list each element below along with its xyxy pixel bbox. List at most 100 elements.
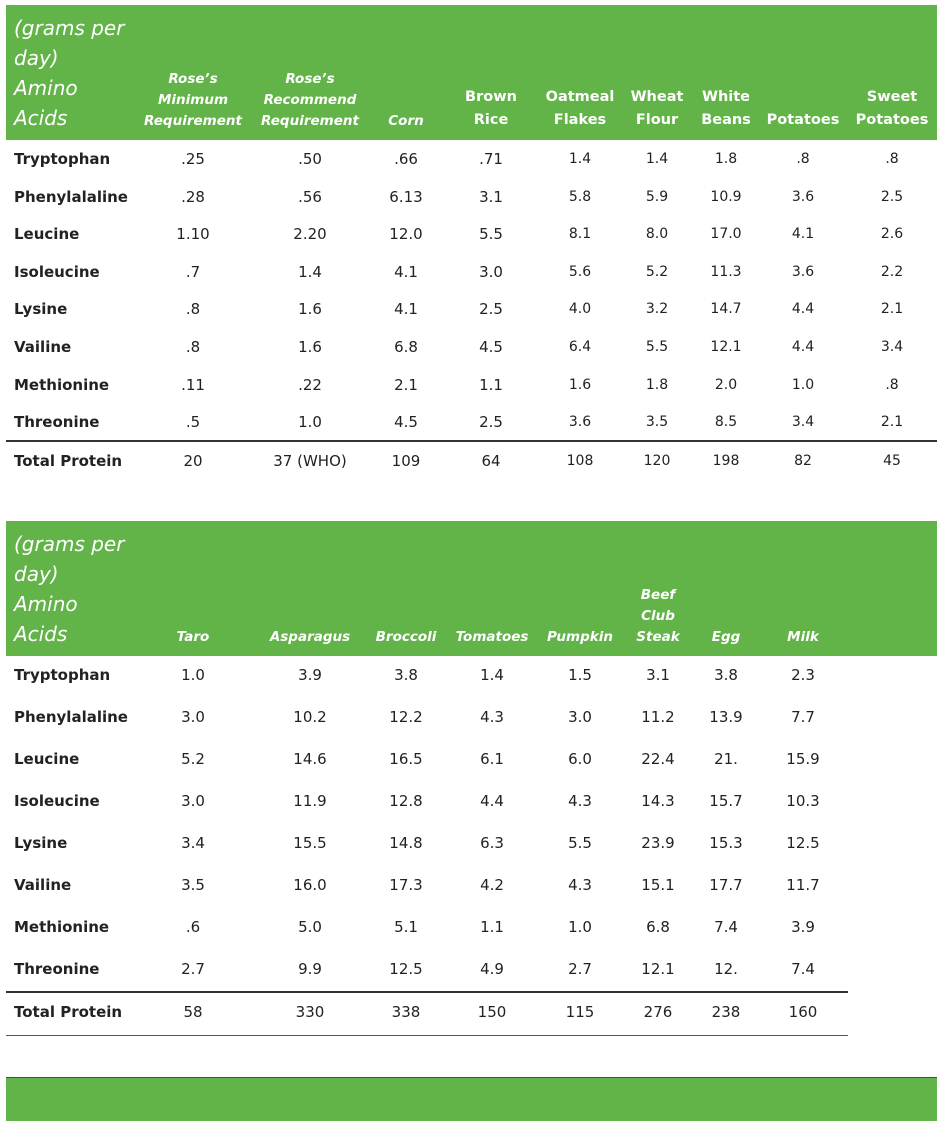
- caption-line: Amino: [14, 592, 78, 616]
- table-cell: 22.4: [641, 750, 675, 768]
- table-cell: 15.3: [709, 834, 743, 852]
- table-cell: 5.6: [568, 263, 592, 280]
- row-label: Isoleucine: [14, 792, 100, 810]
- table-cell: 1.1: [480, 918, 504, 936]
- column-header-line: Requirement: [261, 113, 359, 129]
- table-header: (grams per day) Amino Acids Taro Asparagu…: [6, 521, 937, 656]
- table-cell: 3.9: [298, 666, 322, 684]
- table-cell: 3.1: [479, 187, 503, 206]
- table-cell: 14.3: [641, 792, 675, 810]
- row-label: Tryptophan: [14, 666, 111, 684]
- table-row: Lysine 3.4 15.5 14.8 6.3 5.5 23.9 15.3 12.5: [6, 824, 848, 862]
- table-row: Lysine .8 1.6 4.1 2.5 4.0 3.2 14.7 4.4 2.1: [6, 290, 937, 328]
- caption-line: Acids: [14, 622, 68, 646]
- table-cell: 17.0: [710, 226, 742, 243]
- table-cell: 2.5: [479, 300, 503, 319]
- table-cell: .28: [181, 187, 205, 206]
- table-cell: 5.0: [298, 918, 322, 936]
- column-header: Rose’s Minimum Requirement: [144, 69, 242, 132]
- total-divider: [6, 439, 937, 442]
- table-cell: 4.4: [791, 339, 815, 355]
- row-label: Isoleucine: [14, 262, 100, 281]
- table-cell: .8: [885, 376, 899, 393]
- table-cell: 2.7: [181, 960, 205, 978]
- table-cell: 15.5: [293, 834, 327, 852]
- table-cell: 4.3: [568, 792, 592, 810]
- table-cell: .50: [298, 150, 322, 168]
- column-header-line: Brown: [465, 89, 517, 105]
- row-label: Tryptophan: [14, 150, 111, 168]
- table-cell: 5.2: [645, 263, 669, 280]
- table-cell: 4.5: [479, 338, 503, 356]
- column-header: Corn: [388, 111, 423, 132]
- table-cell: 14.7: [710, 301, 742, 318]
- table-row: Methionine .6 5.0 5.1 1.1 1.0 6.8 7.4 3.9: [6, 908, 848, 946]
- table-cell: 6.0: [568, 750, 592, 768]
- column-header: Tomatoes: [456, 627, 529, 648]
- table-cell: 2.5: [479, 413, 503, 432]
- table-cell: 6.4: [568, 339, 592, 355]
- caption-line: (grams per: [14, 16, 125, 40]
- table-cell: 6.8: [394, 338, 418, 356]
- table-cell: 5.2: [181, 750, 205, 768]
- table-cell: 3.0: [181, 708, 205, 726]
- table-cell: 14.8: [389, 834, 423, 852]
- table-cell: 2.1: [880, 301, 904, 318]
- table-cell: 3.0: [479, 262, 503, 281]
- table-cell: 4.9: [480, 960, 504, 978]
- column-header-line: Minimum: [157, 92, 229, 108]
- table-cell: 6.13: [389, 187, 423, 206]
- row-label: Lysine: [14, 834, 68, 852]
- table-cell: 4.3: [480, 708, 504, 726]
- row-label: Threonine: [14, 413, 100, 432]
- table-cell: 12.1: [641, 960, 675, 978]
- column-header-line: Potatoes: [855, 112, 929, 128]
- table-cell: .25: [181, 150, 205, 168]
- table-cell: 2.3: [791, 666, 815, 684]
- table-cell: 1.10: [176, 225, 210, 244]
- table-cell: 3.1: [646, 666, 670, 684]
- table-cell: 1.8: [714, 151, 738, 167]
- table-cell: .71: [479, 150, 503, 168]
- table-cell: 12.5: [786, 834, 820, 852]
- table-cell: 160: [788, 1003, 818, 1021]
- table-cell: 9.9: [298, 960, 322, 978]
- table-row: Vailine 3.5 16.0 17.3 4.2 4.3 15.1 17.7 11.7: [6, 866, 848, 904]
- table-cell: 4.3: [568, 876, 592, 894]
- table-cell: 16.0: [293, 876, 327, 894]
- table-cell: 4.1: [394, 262, 418, 281]
- table-cell: 3.5: [181, 876, 205, 894]
- column-header-line: Wheat: [630, 89, 684, 105]
- table-cell: 5.9: [645, 188, 669, 205]
- column-header-line: Beef: [640, 587, 676, 603]
- table-cell: 4.4: [791, 301, 815, 318]
- table-cell: 15.9: [786, 750, 820, 768]
- table-cell: 12.5: [389, 960, 423, 978]
- table-cell: 12.8: [389, 792, 423, 810]
- table-cell: 6.1: [480, 750, 504, 768]
- column-header: Asparagus: [270, 627, 350, 648]
- table-cell: 3.2: [645, 301, 669, 318]
- table-row: Tryptophan .25 .50 .66 .71 1.4 1.4 1.8 .8 .8: [6, 140, 937, 178]
- table-caption: (grams per day) Amino Acids: [14, 13, 124, 133]
- table-cell: 17.7: [709, 876, 743, 894]
- table-cell: 2.6: [880, 226, 904, 243]
- row-label: Leucine: [14, 750, 80, 768]
- column-header-line: Taro: [176, 629, 210, 645]
- column-header: Rose’s Recommend Requirement: [261, 69, 359, 132]
- table-cell: 7.4: [791, 960, 815, 978]
- table-cell: 37 (WHO): [273, 451, 347, 470]
- total-divider: [6, 991, 848, 993]
- table-cell: 5.5: [568, 834, 592, 852]
- table-cell: 58: [183, 1003, 203, 1021]
- table-cell: 150: [477, 1003, 507, 1021]
- table-row: Isoleucine 3.0 11.9 12.8 4.4 4.3 14.3 15.7 10.3: [6, 782, 848, 820]
- table-cell: 1.0: [791, 376, 815, 393]
- table-cell: 11.2: [641, 708, 675, 726]
- table-cell: 1.4: [480, 666, 504, 684]
- column-header-line: Sweet: [866, 89, 918, 105]
- column-header: Wheat Flour: [631, 86, 684, 132]
- table-cell: 8.1: [568, 226, 592, 243]
- column-header-line: Tomatoes: [455, 629, 529, 645]
- table-cell: 1.0: [568, 918, 592, 936]
